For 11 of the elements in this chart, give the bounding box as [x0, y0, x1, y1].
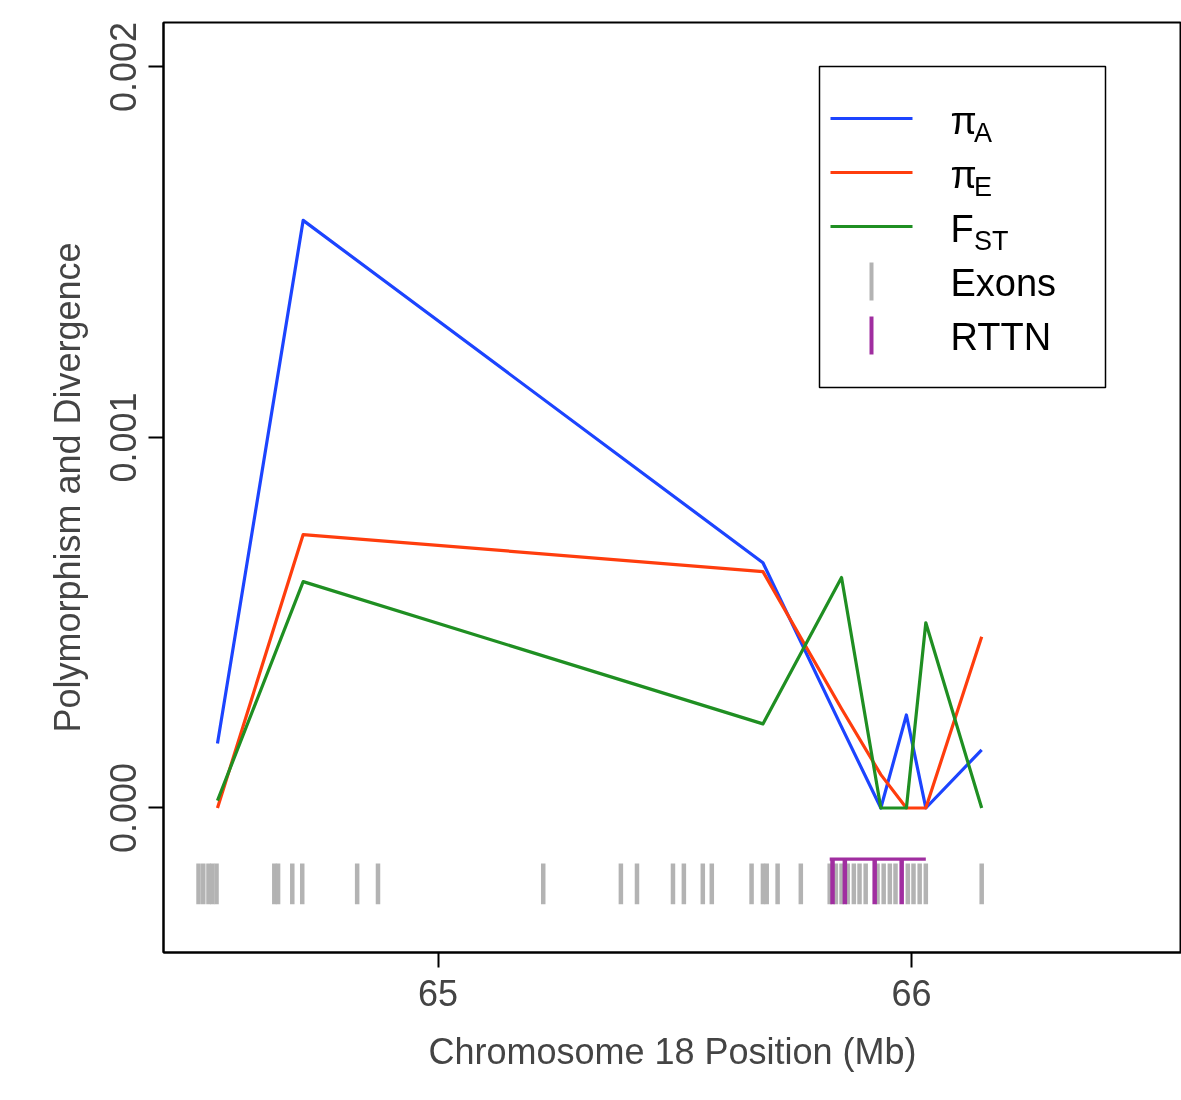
y-axis-title: Polymorphism and Divergence [46, 242, 88, 733]
x-tick-label: 66 [891, 972, 932, 1014]
y-tick-label: 0.000 [103, 762, 145, 854]
line-series [215, 575, 984, 810]
y-tick-label: 0.002 [103, 21, 145, 113]
line-series [215, 532, 984, 810]
y-tick-label: 0.001 [103, 392, 145, 483]
x-tick-label: 65 [418, 972, 459, 1014]
legend-label: Exons [950, 261, 1057, 304]
legend-label: RTTN [950, 315, 1052, 358]
x-axis-title: Chromosome 18 Position (Mb) [428, 1030, 917, 1072]
